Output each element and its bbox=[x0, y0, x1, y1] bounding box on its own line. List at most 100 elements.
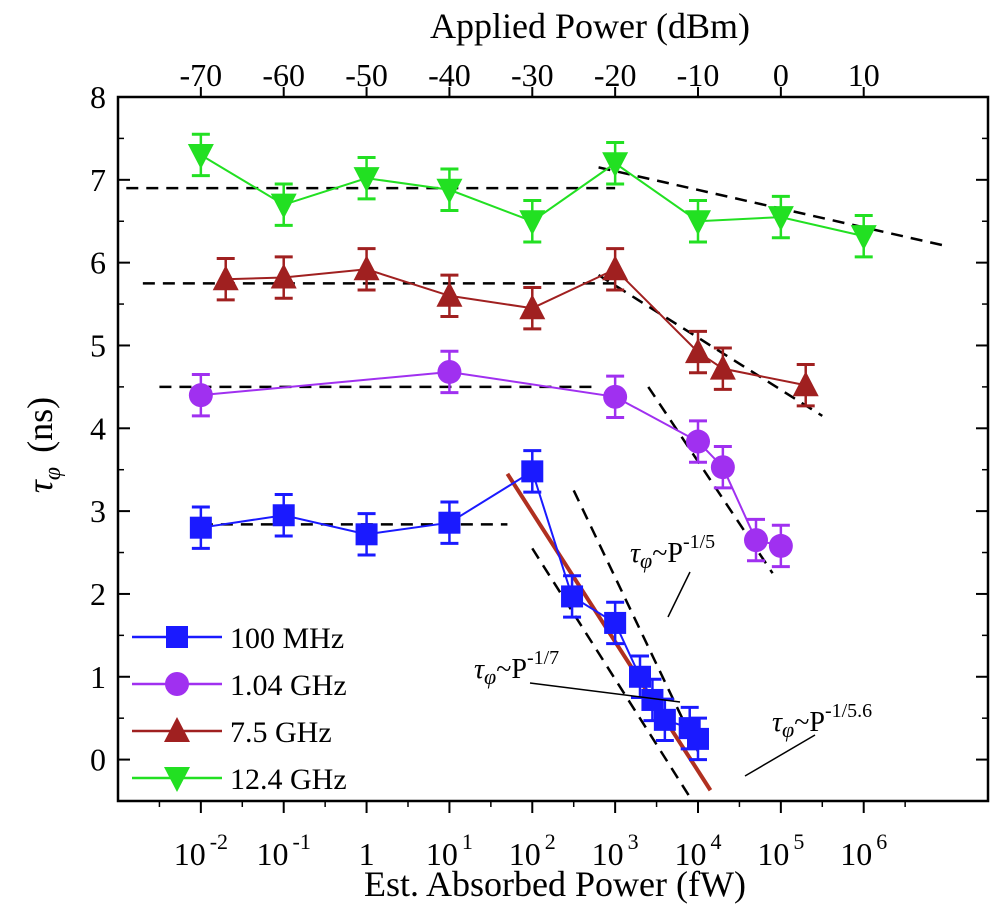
series-7-5-ghz bbox=[212, 247, 819, 408]
series-100-mhz bbox=[189, 449, 709, 762]
annotation-five-six-exp: -1/5.6 bbox=[825, 700, 872, 722]
data-point-12-4-ghz bbox=[436, 178, 463, 204]
data-point-12-4-ghz bbox=[767, 206, 794, 232]
data-point-1-04-ghz bbox=[437, 359, 462, 384]
annotation-fifth: τφ~P-1/5 bbox=[630, 531, 715, 618]
annotation-five-six: τφ~P-1/5.6 bbox=[744, 700, 872, 777]
legend-marker-1-04-ghz bbox=[165, 672, 189, 696]
annotation-seventh-exp: -1/7 bbox=[527, 647, 559, 669]
svg-text:τφ~P-1/5.6: τφ~P-1/5.6 bbox=[772, 700, 872, 742]
data-point-1-04-ghz bbox=[710, 455, 735, 480]
data-point-100-mhz bbox=[272, 504, 295, 527]
data-point-7-5-ghz bbox=[353, 255, 380, 281]
annotation-seventh-symbol: τ bbox=[474, 654, 485, 685]
annotation-fifth-mid: ~P bbox=[652, 538, 683, 569]
plot-frame bbox=[116, 95, 990, 803]
annotation-fifth-sub: φ bbox=[640, 548, 652, 573]
series-layer bbox=[187, 132, 877, 762]
y-tick-label: 8 bbox=[90, 79, 106, 115]
annotation-five-six-pointer bbox=[744, 734, 816, 777]
annotation-five-six-symbol: τ bbox=[772, 707, 783, 738]
data-point-7-5-ghz bbox=[602, 255, 629, 281]
top-tick-label: -40 bbox=[428, 57, 471, 93]
y-tick-label: 6 bbox=[90, 245, 106, 281]
guide-line-slope-fifth bbox=[572, 489, 700, 752]
y-tick-label: 7 bbox=[90, 162, 106, 198]
data-point-12-4-ghz bbox=[519, 210, 546, 236]
y-tick-label: 5 bbox=[90, 327, 106, 363]
x-axis-title: Est. Absorbed Power (fW) bbox=[364, 864, 746, 904]
x-tick-label: 10 6 bbox=[840, 829, 887, 872]
data-point-100-mhz bbox=[641, 688, 664, 711]
annotation-fifth-symbol: τ bbox=[630, 538, 641, 569]
legend-item-100-mhz: 100 MHz bbox=[132, 622, 344, 655]
top-tick-label: -50 bbox=[345, 57, 388, 93]
legend-item-12-4-ghz: 12.4 GHz bbox=[132, 763, 347, 796]
legend-label: 1.04 GHz bbox=[230, 669, 347, 702]
x-tick-label: 10 3 bbox=[592, 829, 639, 872]
legend-label: 100 MHz bbox=[230, 622, 344, 655]
top-tick-label: -10 bbox=[677, 57, 720, 93]
data-point-12-4-ghz bbox=[270, 193, 297, 219]
x-tick-label: 10 -2 bbox=[174, 829, 228, 872]
guide-line-red-slope bbox=[597, 274, 823, 417]
svg-text:τφ~P-1/7: τφ~P-1/7 bbox=[474, 647, 559, 689]
top-tick-label: 10 bbox=[848, 57, 880, 93]
data-point-7-5-ghz bbox=[212, 265, 239, 291]
annotation-five-six-mid: ~P bbox=[794, 707, 825, 738]
data-point-100-mhz bbox=[629, 665, 651, 688]
top-tick-label: -30 bbox=[511, 57, 554, 93]
y-tick-label: 0 bbox=[90, 742, 106, 778]
svg-text:τφ~P-1/5: τφ~P-1/5 bbox=[630, 531, 715, 573]
guide-lines-layer bbox=[126, 166, 947, 798]
x-tick-label: 10 4 bbox=[675, 829, 722, 872]
data-point-12-4-ghz bbox=[353, 167, 380, 193]
x-tick-label: 10 2 bbox=[509, 829, 556, 872]
x-tick-label: 1 bbox=[359, 836, 375, 872]
y-tick-label: 4 bbox=[90, 410, 106, 446]
data-point-7-5-ghz bbox=[436, 281, 463, 307]
y-tick-label: 2 bbox=[90, 576, 106, 612]
y-axis-title-symbol: τ bbox=[20, 479, 60, 493]
annotation-seventh-pointer bbox=[529, 682, 681, 703]
y-axis-title-sub: φ bbox=[40, 467, 66, 480]
annotation-seventh-mid: ~P bbox=[496, 654, 527, 685]
top-tick-label: 0 bbox=[773, 57, 789, 93]
data-point-1-04-ghz bbox=[768, 533, 793, 558]
data-point-12-4-ghz bbox=[187, 143, 214, 169]
series-12-4-ghz bbox=[187, 132, 877, 259]
data-point-12-4-ghz bbox=[602, 152, 629, 178]
top-tick-label: -60 bbox=[262, 57, 305, 93]
annotation-fifth-pointer bbox=[667, 571, 691, 618]
y-axis-title-unit: (ns) bbox=[20, 397, 60, 453]
legend: 100 MHz 1.04 GHz 7.5 GHz 12.4 GHz bbox=[132, 622, 347, 796]
data-point-100-mhz bbox=[687, 727, 709, 750]
data-point-100-mhz bbox=[355, 523, 378, 546]
data-point-7-5-ghz bbox=[685, 338, 711, 364]
x-tick-label: 10 1 bbox=[426, 829, 473, 872]
data-point-7-5-ghz bbox=[270, 263, 297, 289]
data-point-100-mhz bbox=[521, 460, 544, 483]
legend-marker-12-4-ghz bbox=[164, 767, 190, 792]
data-point-7-5-ghz bbox=[792, 371, 819, 397]
annotation-seventh-sub: φ bbox=[484, 664, 496, 689]
data-point-12-4-ghz bbox=[850, 225, 877, 251]
legend-item-7-5-ghz: 7.5 GHz bbox=[132, 716, 332, 749]
data-point-7-5-ghz bbox=[519, 294, 546, 320]
data-point-100-mhz bbox=[604, 611, 627, 634]
y-tick-label: 3 bbox=[90, 493, 106, 529]
x-tick-label: 10 5 bbox=[757, 829, 804, 872]
top-axis-title: Applied Power (dBm) bbox=[430, 6, 750, 46]
data-point-100-mhz bbox=[653, 708, 676, 731]
series-1-04-ghz bbox=[188, 349, 793, 569]
legend-label: 7.5 GHz bbox=[230, 716, 332, 749]
y-tick-label: 1 bbox=[90, 659, 106, 695]
data-point-1-04-ghz bbox=[744, 528, 768, 553]
data-point-100-mhz bbox=[189, 516, 212, 539]
data-point-1-04-ghz bbox=[603, 384, 628, 409]
legend-marker-7-5-ghz bbox=[164, 717, 190, 742]
data-point-7-5-ghz bbox=[709, 354, 736, 380]
data-point-12-4-ghz bbox=[685, 210, 711, 236]
top-tick-label: -70 bbox=[180, 57, 223, 93]
